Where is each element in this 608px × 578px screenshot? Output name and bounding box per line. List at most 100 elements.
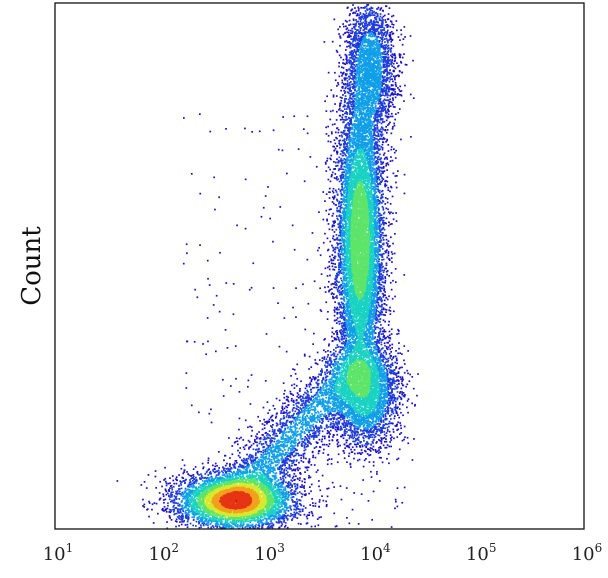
data-point	[391, 85, 393, 87]
data-point	[169, 482, 171, 484]
data-point	[336, 119, 338, 121]
data-point	[325, 210, 327, 212]
data-point	[338, 129, 340, 131]
data-point	[291, 393, 293, 395]
data-point	[340, 115, 342, 117]
data-point	[177, 503, 179, 505]
data-point	[385, 413, 387, 415]
data-point	[400, 412, 402, 414]
data-point	[391, 414, 393, 416]
data-point	[297, 485, 299, 487]
data-point	[324, 365, 326, 367]
data-point	[394, 508, 396, 510]
data-point	[340, 349, 342, 351]
data-point	[390, 63, 392, 65]
data-point	[373, 126, 375, 128]
data-point	[148, 474, 150, 476]
data-point	[307, 115, 309, 117]
data-point	[380, 163, 382, 165]
data-point	[402, 414, 404, 416]
data-point	[256, 433, 258, 435]
data-point	[294, 512, 296, 514]
data-point	[372, 434, 374, 436]
data-point	[410, 136, 412, 138]
data-point	[355, 25, 357, 27]
data-point	[341, 66, 343, 68]
data-point	[332, 124, 334, 126]
data-point	[327, 459, 329, 461]
data-point	[399, 433, 401, 435]
data-point	[376, 124, 378, 126]
data-point	[305, 388, 307, 390]
data-point	[172, 475, 174, 477]
data-point	[238, 429, 240, 431]
data-point	[389, 372, 391, 374]
data-point	[396, 220, 398, 222]
data-point	[334, 353, 336, 355]
data-point	[336, 191, 338, 193]
data-point	[371, 519, 373, 521]
data-point	[354, 59, 356, 61]
data-point	[370, 447, 372, 449]
data-point	[166, 491, 168, 493]
data-point	[332, 363, 334, 365]
data-point	[334, 103, 336, 105]
data-point	[182, 459, 184, 461]
data-point	[312, 451, 314, 453]
data-point	[359, 459, 361, 461]
data-point	[395, 350, 397, 352]
data-point	[299, 503, 301, 505]
data-point	[176, 513, 178, 515]
data-point	[202, 468, 204, 470]
data-point	[294, 501, 296, 503]
data-point	[352, 72, 354, 74]
data-point	[350, 449, 352, 451]
data-point	[222, 379, 224, 381]
data-point	[386, 264, 388, 266]
data-point	[391, 149, 393, 151]
data-point	[300, 523, 302, 525]
data-point	[312, 505, 314, 507]
data-point	[214, 209, 216, 211]
data-point	[177, 508, 179, 510]
data-point	[243, 446, 245, 448]
data-point	[384, 38, 386, 40]
data-point	[319, 287, 321, 289]
data-point	[402, 440, 404, 442]
data-point	[404, 85, 406, 87]
data-point	[392, 253, 394, 255]
data-point	[371, 8, 373, 10]
data-point	[390, 105, 392, 107]
data-point	[310, 436, 312, 438]
data-point	[350, 120, 352, 122]
data-point	[391, 223, 393, 225]
data-point	[324, 200, 326, 202]
data-point	[249, 441, 251, 443]
data-point	[294, 249, 296, 251]
data-point	[388, 211, 390, 213]
data-point	[390, 20, 392, 22]
data-point	[284, 402, 286, 404]
data-point	[387, 202, 389, 204]
data-point	[339, 45, 341, 47]
data-point	[335, 287, 337, 289]
data-point	[334, 252, 336, 254]
data-point	[387, 409, 389, 411]
data-point	[327, 126, 329, 128]
data-point	[211, 422, 213, 424]
data-point	[332, 247, 334, 249]
data-point	[412, 60, 414, 62]
data-point	[388, 423, 390, 425]
data-point	[385, 111, 387, 113]
data-point	[369, 24, 371, 26]
data-point	[336, 277, 338, 279]
data-point	[382, 243, 384, 245]
data-point	[282, 150, 284, 152]
data-point	[404, 426, 406, 428]
data-point	[340, 110, 342, 112]
data-point	[391, 88, 393, 90]
data-point	[313, 333, 315, 335]
data-point	[273, 129, 275, 131]
data-point	[367, 16, 369, 18]
data-point	[155, 487, 157, 489]
